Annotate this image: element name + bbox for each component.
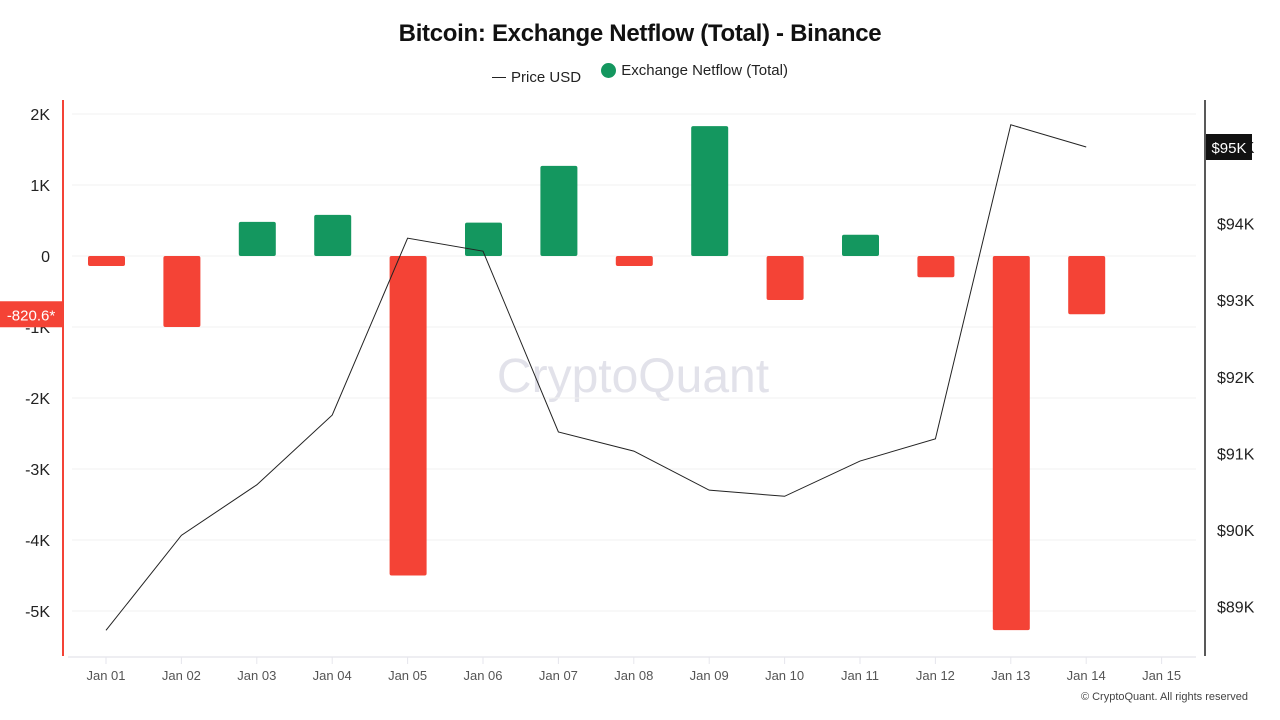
watermark: CryptoQuant <box>497 350 769 403</box>
netflow-bar[interactable] <box>314 214 352 256</box>
netflow-bar[interactable] <box>465 222 502 256</box>
x-axis-label: Jan 07 <box>539 668 578 683</box>
left-axis-tick: -3K <box>25 462 50 479</box>
left-axis-tick: 1K <box>30 178 50 195</box>
x-axis-label: Jan 11 <box>841 668 879 683</box>
legend-label-netflow: Exchange Netflow (Total) <box>621 62 788 79</box>
right-axis-tick: $91K <box>1217 446 1255 463</box>
right-axis-value-label: $95K <box>1211 140 1246 157</box>
legend-label-price: Price USD <box>511 69 582 86</box>
x-axis-label: Jan 14 <box>1067 668 1106 683</box>
right-axis-tick: $93K <box>1217 293 1255 310</box>
netflow-bar[interactable] <box>163 256 201 327</box>
right-axis-tick: $90K <box>1217 523 1255 540</box>
left-axis-value-label: -820.6* <box>7 307 56 324</box>
netflow-bar[interactable] <box>88 256 125 266</box>
netflow-bar[interactable] <box>691 126 729 256</box>
left-axis-tick: 0 <box>41 249 50 266</box>
price-line[interactable] <box>105 124 1087 631</box>
right-axis-value-marker <box>1206 134 1252 160</box>
legend: Price USD Exchange Netflow (Total) <box>0 62 1280 86</box>
left-axis-tick: -4K <box>25 533 50 550</box>
x-axis-label: Jan 15 <box>1142 668 1181 683</box>
right-axis-tick: $92K <box>1217 370 1255 387</box>
x-axis-label: Jan 10 <box>765 668 804 683</box>
x-axis-label: Jan 13 <box>991 668 1030 683</box>
left-axis-tick: -5K <box>25 604 50 621</box>
netflow-bar[interactable] <box>1068 256 1106 315</box>
netflow-bar[interactable] <box>389 256 427 576</box>
left-axis-tick: 2K <box>30 107 50 124</box>
right-axis-tick: $89K <box>1217 600 1255 617</box>
x-axis-label: Jan 02 <box>162 668 201 683</box>
legend-item-netflow[interactable]: Exchange Netflow (Total) <box>601 62 788 79</box>
x-axis-label: Jan 01 <box>86 668 125 683</box>
circle-marker-icon <box>601 63 617 78</box>
legend-item-price[interactable]: Price USD <box>492 69 581 86</box>
netflow-bar[interactable] <box>842 234 879 256</box>
netflow-bar[interactable] <box>766 256 804 301</box>
x-axis-label: Jan 03 <box>237 668 276 683</box>
left-axis-value-marker <box>0 301 62 328</box>
x-axis-label: Jan 05 <box>388 668 427 683</box>
copyright-text: © CryptoQuant. All rights reserved <box>1080 691 1248 703</box>
netflow-bar[interactable] <box>238 221 276 256</box>
x-axis-label: Jan 08 <box>614 668 653 683</box>
x-axis-label: Jan 12 <box>916 668 955 683</box>
x-axis-label: Jan 06 <box>463 668 502 683</box>
chart-title: Bitcoin: Exchange Netflow (Total) - Bina… <box>398 20 882 47</box>
netflow-bar[interactable] <box>917 256 955 278</box>
left-axis-tick: -2K <box>25 391 50 408</box>
netflow-bar[interactable] <box>540 165 578 256</box>
netflow-bar[interactable] <box>615 256 653 266</box>
x-axis-label: Jan 09 <box>690 668 729 683</box>
netflow-bar[interactable] <box>992 256 1030 631</box>
x-axis-label: Jan 04 <box>313 668 352 683</box>
line-marker-icon <box>492 77 507 78</box>
right-axis-tick: $94K <box>1217 217 1255 234</box>
